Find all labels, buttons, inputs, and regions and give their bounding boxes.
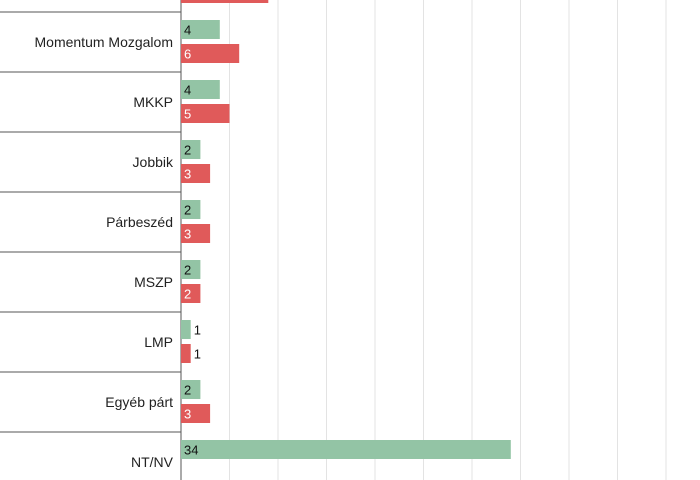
category-label: Momentum Mozgalom <box>35 34 174 50</box>
value-label: 2 <box>184 287 191 302</box>
category-label: LMP <box>144 334 173 350</box>
bar-red <box>181 164 211 183</box>
value-label: 3 <box>184 407 191 422</box>
bar-green <box>181 200 201 219</box>
category-label: Jobbik <box>133 154 174 170</box>
value-label: 2 <box>184 143 191 158</box>
bar-green <box>181 380 201 399</box>
value-labels: 4 6 4 5 2 3 2 3 2 2 1 1 2 3 34 <box>184 23 201 458</box>
bar-red <box>181 284 201 303</box>
bar-red <box>181 44 240 63</box>
value-label: 2 <box>184 203 191 218</box>
value-label: 1 <box>194 323 201 338</box>
bar-red <box>181 404 211 423</box>
category-labels: Momentum Mozgalom MKKP Jobbik Párbeszéd MSZP… <box>35 34 175 470</box>
category-label: NT/NV <box>131 454 174 470</box>
value-label: 3 <box>184 167 191 182</box>
bar-green <box>181 260 201 279</box>
value-label: 5 <box>184 107 191 122</box>
bar-red <box>181 224 211 243</box>
category-label: Párbeszéd <box>106 214 173 230</box>
value-label: 3 <box>184 227 191 242</box>
value-label: 1 <box>194 347 201 362</box>
bars <box>181 0 511 459</box>
category-label: Egyéb párt <box>105 394 173 410</box>
category-label: MKKP <box>133 94 173 110</box>
value-label: 2 <box>184 263 191 278</box>
value-label: 34 <box>184 443 198 458</box>
bar-green <box>181 20 220 39</box>
value-label: 6 <box>184 47 191 62</box>
value-label: 2 <box>184 383 191 398</box>
gridlines <box>229 0 667 480</box>
value-label: 4 <box>184 83 191 98</box>
value-label: 4 <box>184 23 191 38</box>
bar-red <box>181 344 191 363</box>
bar-red <box>181 104 230 123</box>
bar-green <box>181 140 201 159</box>
category-label: MSZP <box>134 274 173 290</box>
bar-red <box>181 0 269 3</box>
bar-green <box>181 320 191 339</box>
bar-green <box>181 80 220 99</box>
bar-green <box>181 440 511 459</box>
